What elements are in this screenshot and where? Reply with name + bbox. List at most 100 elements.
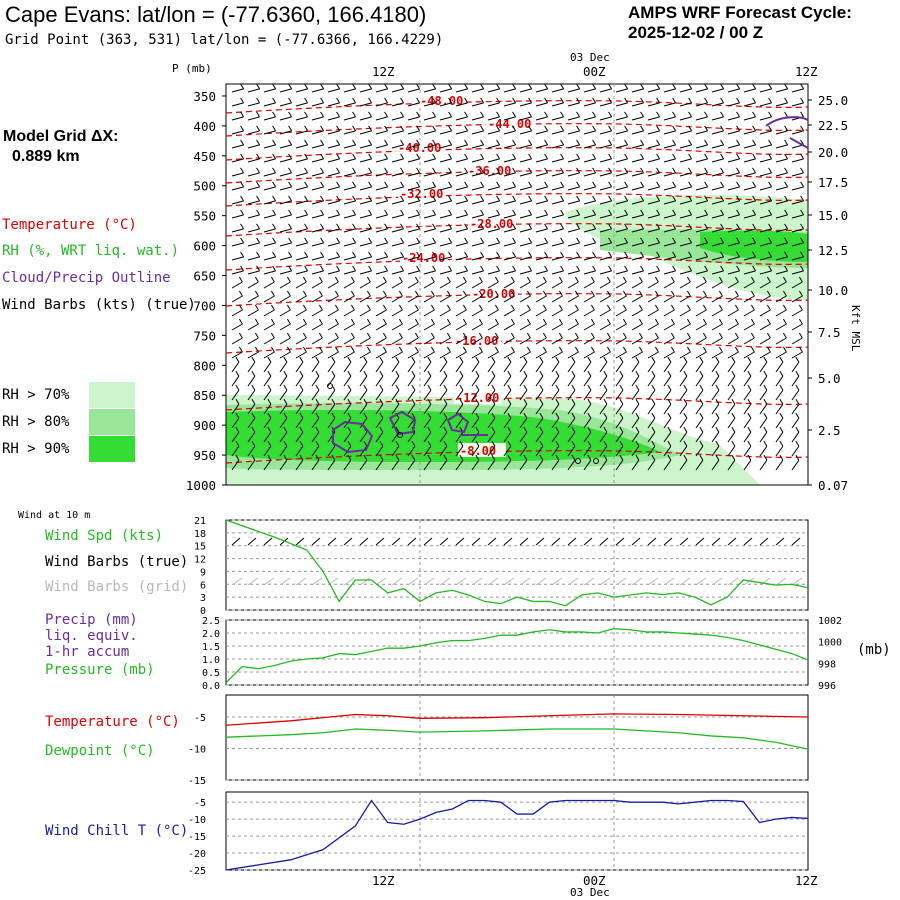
wind-barb-shaft — [375, 375, 384, 387]
wind-barb-shaft — [263, 214, 276, 219]
wind-barb-feather — [683, 398, 688, 405]
wind-barb — [791, 384, 800, 401]
wind-barb-shaft — [327, 295, 339, 303]
wind-barb-feather — [606, 276, 611, 283]
wind-barb — [359, 209, 373, 219]
wind-barb — [647, 83, 661, 93]
wind-barb-grid — [695, 577, 707, 586]
wind-barb-shaft — [775, 200, 788, 205]
wind-barb-shaft — [695, 256, 708, 261]
wind-barb-feather — [624, 83, 629, 90]
wind-barb — [359, 153, 373, 163]
wind-barb-feather — [763, 398, 768, 405]
wind-barb — [407, 265, 421, 275]
wind-barb-shaft — [263, 116, 276, 121]
wind-barb-shaft — [439, 281, 451, 289]
wind-barb-true — [535, 537, 545, 546]
wind-barb-shaft — [327, 281, 339, 289]
wind-barb-shaft — [631, 88, 644, 93]
wind-barb — [375, 318, 387, 331]
wind-barb-feather — [288, 125, 293, 132]
wind-barb-shaft — [247, 200, 260, 205]
wind-barb-feather — [795, 370, 800, 377]
wind-barb-shaft — [551, 431, 560, 443]
wind-barb — [231, 209, 245, 219]
wind-barb-feather — [672, 125, 677, 132]
wind-barb-shaft — [727, 242, 740, 247]
wind-barb — [231, 265, 245, 275]
wind-barb — [567, 332, 579, 345]
wind-barb-shaft — [775, 375, 784, 387]
wind-barb-shaft — [455, 102, 468, 107]
wind-barb-feather — [544, 111, 549, 118]
wind-barb-shaft — [391, 337, 403, 345]
wind-barb-feather — [318, 318, 323, 325]
wind-barb-shaft — [407, 281, 419, 289]
wind-barb-feather — [270, 346, 275, 353]
wind-barb-shaft — [327, 351, 339, 359]
wind-barb-feather — [544, 153, 549, 160]
wind-barb-feather — [288, 223, 293, 230]
wind-barb-shaft — [759, 309, 771, 317]
wind-barb-feather — [798, 304, 803, 311]
wind-barb — [487, 195, 501, 205]
wind-barb-feather — [334, 304, 339, 311]
wind-barb-feather — [299, 454, 304, 461]
wind-barb — [647, 167, 661, 177]
wind-barb — [695, 384, 704, 401]
wind-barb-feather — [560, 111, 565, 118]
wind-barb — [375, 237, 389, 247]
wind-barb-shaft — [599, 172, 612, 177]
wind-barb-shaft — [743, 214, 756, 219]
wind-barb-shaft — [279, 144, 292, 149]
wind-barb — [455, 97, 469, 107]
wind-barb-feather — [240, 83, 245, 90]
wind-barb-shaft — [343, 172, 356, 177]
wind-barb-feather — [288, 83, 293, 90]
wind-barb-feather — [699, 440, 704, 447]
wind-barb-shaft — [247, 172, 260, 177]
wind-barb — [423, 265, 437, 275]
wind-barb — [423, 209, 437, 219]
wind-barb-shaft — [423, 389, 432, 401]
wind-barb — [647, 426, 656, 443]
temp-contour-label: -20.00 — [472, 287, 515, 301]
wind-barb-feather — [352, 265, 357, 272]
wind-barb-shaft — [231, 375, 240, 387]
wind-barb-feather — [779, 398, 784, 405]
wind-barb — [231, 97, 245, 107]
wind-barb-shaft — [407, 88, 420, 93]
wind-barb-shaft — [407, 242, 420, 247]
wind-barb-shaft — [279, 200, 292, 205]
wind-barb-feather — [283, 370, 288, 377]
wind-barb-shaft — [503, 242, 516, 247]
wind-barb-shaft — [775, 389, 784, 401]
wind-barb-feather — [635, 426, 640, 433]
wind-barb-feather — [350, 290, 355, 297]
wind-barb-shaft — [471, 88, 484, 93]
wind-barb-shaft — [727, 102, 740, 107]
wind-barb-feather — [731, 398, 736, 405]
wind-barb-shaft — [615, 172, 628, 177]
wind-barb-feather — [704, 209, 709, 216]
wind-barb-shaft — [359, 323, 371, 331]
wind-barb-feather — [782, 332, 787, 339]
wind-barb — [407, 318, 419, 331]
wind-barb-shaft — [567, 403, 576, 415]
wind-barb-shaft — [343, 403, 352, 415]
wind-barb-shaft — [615, 200, 628, 205]
wind-barb-feather — [718, 332, 723, 339]
wind-barb-shaft — [279, 389, 288, 401]
wind-barb-shaft — [343, 256, 356, 261]
wind-barb-feather — [462, 304, 467, 311]
wind-barb-shaft — [679, 228, 692, 233]
wind-barb-shaft — [711, 228, 724, 233]
wind-barb — [487, 276, 499, 289]
wind-barb-feather — [704, 125, 709, 132]
wind-barb — [791, 276, 803, 289]
wind-barb-shaft — [775, 323, 787, 331]
wind-barb-true — [695, 537, 705, 546]
wind-barb-shaft — [407, 172, 420, 177]
wind-barb-shaft — [791, 403, 800, 415]
wind-barb-feather — [587, 454, 592, 461]
